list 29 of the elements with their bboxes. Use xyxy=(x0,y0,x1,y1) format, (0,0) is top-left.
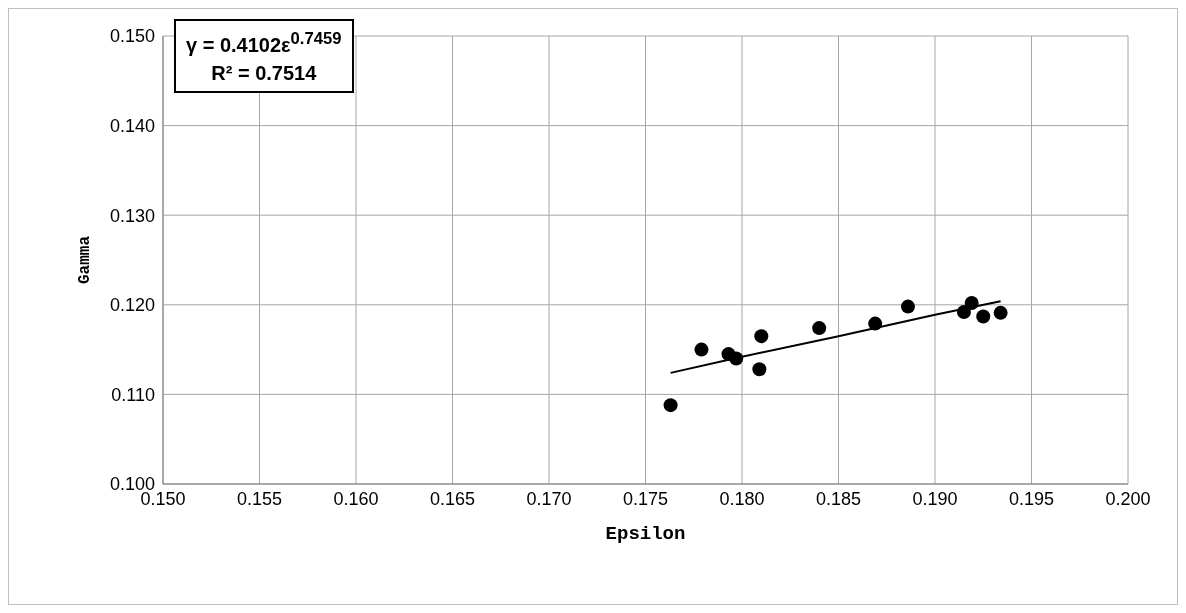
x-axis-title: Epsilon xyxy=(605,523,686,545)
y-axis-title: Gamma xyxy=(75,235,94,285)
point xyxy=(694,342,709,357)
annotation: R² = 0.7514 xyxy=(210,60,318,86)
x-tick-label: 0.160 xyxy=(333,488,379,509)
y-tick-label: 0.130 xyxy=(109,205,155,226)
line-series xyxy=(669,300,1002,374)
x-tick-label: 0.165 xyxy=(429,488,476,509)
y-tick-label: 0.110 xyxy=(111,384,155,405)
x-tick-label: 0.180 xyxy=(719,488,765,509)
point xyxy=(752,362,767,377)
point xyxy=(663,398,678,413)
x-tick-label: 0.200 xyxy=(1105,488,1151,509)
x-tick-label: 0.185 xyxy=(815,488,862,509)
annotation: γ = 0.4102ε$^{0.7459}$ xyxy=(186,28,342,58)
x-tick-label: 0.170 xyxy=(526,488,572,509)
y-tick-label: 0.120 xyxy=(109,295,155,316)
equation-box: γ = 0.4102ε$^{0.7459}$ R² = 0.7514 xyxy=(174,19,354,93)
y-tick-label: 0.140 xyxy=(109,115,155,136)
point xyxy=(993,305,1008,320)
x-tick-label: 0.195 xyxy=(1008,488,1055,509)
point xyxy=(976,309,991,324)
x-tick-label: 0.190 xyxy=(912,488,958,509)
x-tick-label: 0.175 xyxy=(622,488,669,509)
point xyxy=(812,321,827,336)
y-tick-label: 0.150 xyxy=(109,26,155,47)
point xyxy=(754,329,769,344)
point xyxy=(900,299,915,314)
x-tick-label: 0.155 xyxy=(236,488,283,509)
